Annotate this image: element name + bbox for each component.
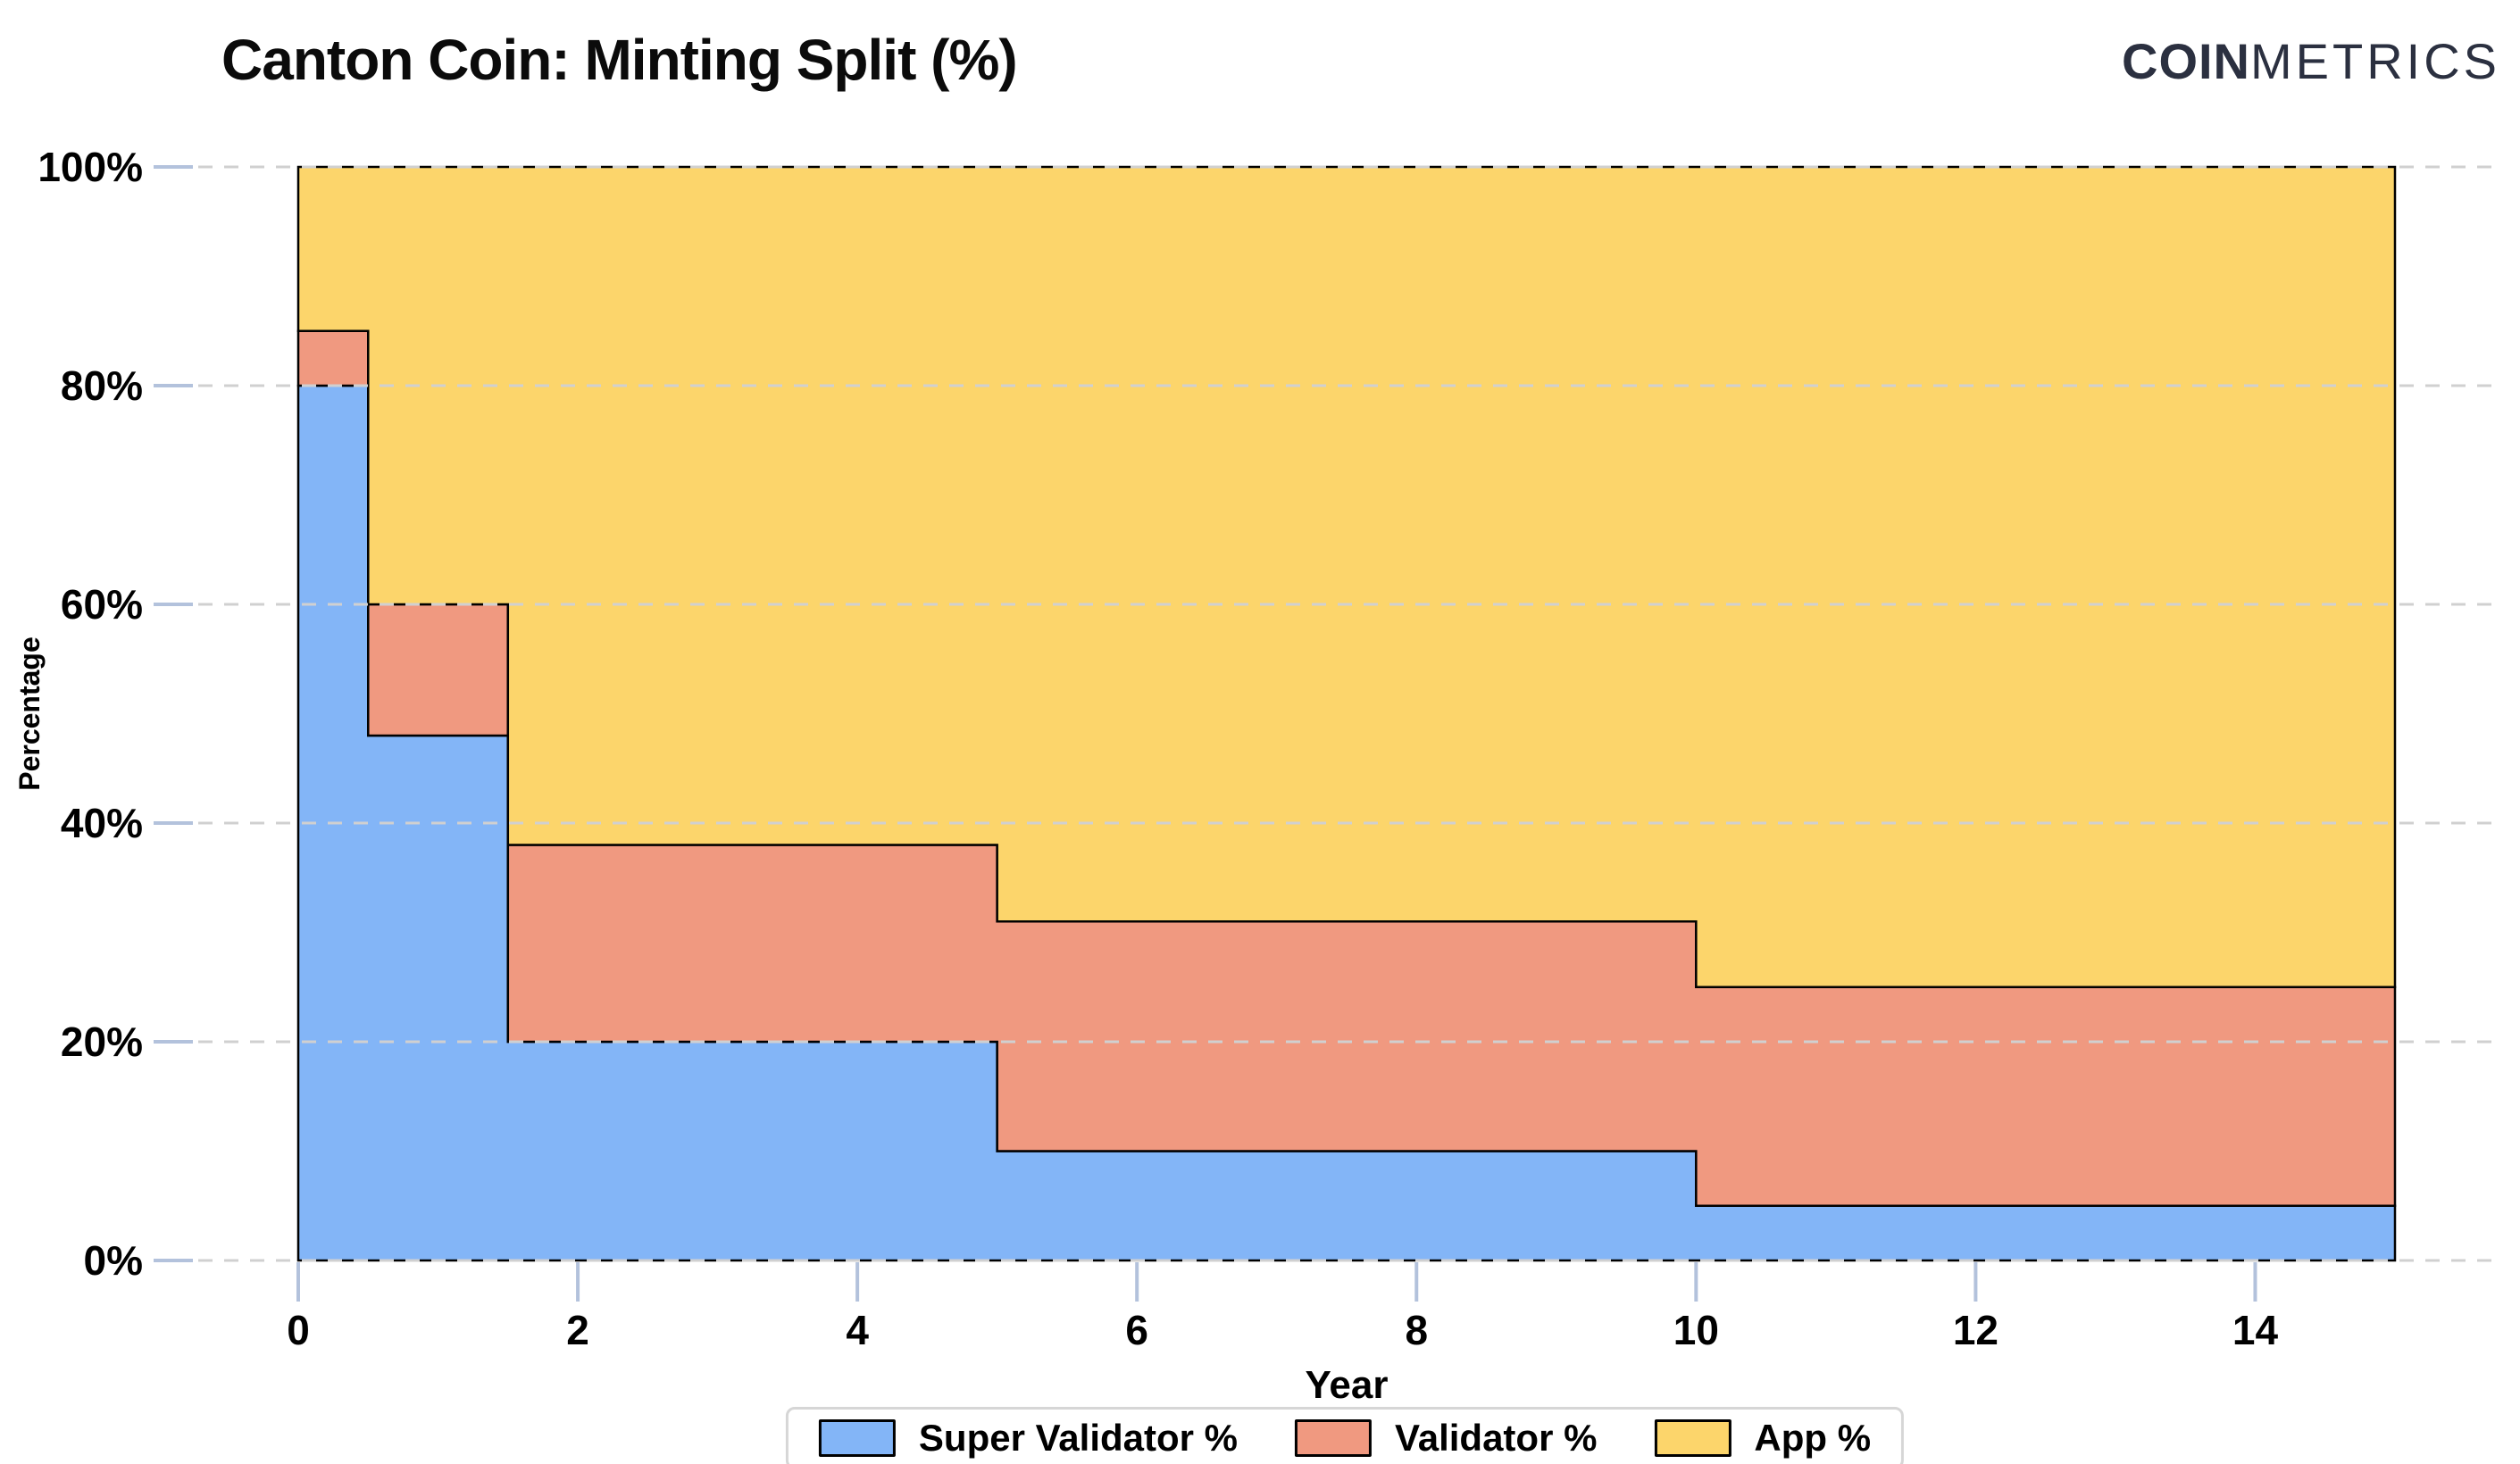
x-tick-label: 0 xyxy=(287,1307,310,1353)
legend-swatch-super-validator xyxy=(818,1419,896,1457)
y-tick-label: 0% xyxy=(84,1237,143,1284)
legend-item-super-validator: Super Validator % xyxy=(818,1417,1239,1460)
legend-swatch-app xyxy=(1654,1419,1731,1457)
x-tick-label: 10 xyxy=(1673,1307,1719,1353)
logo-text-metrics: METRICS xyxy=(2250,33,2500,89)
y-tick-label: 20% xyxy=(61,1019,143,1065)
x-tick-label: 2 xyxy=(566,1307,589,1353)
x-tick-label: 4 xyxy=(846,1307,869,1353)
x-tick-label: 8 xyxy=(1405,1307,1428,1353)
y-tick-label: 80% xyxy=(61,362,143,409)
legend-label-super-validator: Super Validator % xyxy=(918,1417,1239,1459)
y-tick-label: 60% xyxy=(61,581,143,628)
y-tick-label: 40% xyxy=(61,800,143,846)
legend-item-validator: Validator % xyxy=(1295,1417,1597,1460)
x-tick-label: 12 xyxy=(1953,1307,1998,1353)
legend-label-app: App % xyxy=(1754,1417,1872,1459)
x-tick-label: 6 xyxy=(1125,1307,1148,1353)
y-gridlines: 0% 20% 40% 60% 80% 100% xyxy=(38,144,2499,1284)
legend-swatch-validator xyxy=(1295,1419,1373,1457)
logo-text-coin: COIN xyxy=(2122,33,2250,89)
legend-item-app: App % xyxy=(1654,1417,1871,1460)
y-tick-label: 100% xyxy=(38,144,143,190)
y-axis-title: Percentage xyxy=(13,636,46,791)
legend-label-validator: Validator % xyxy=(1395,1417,1598,1459)
x-axis-title: Year xyxy=(1306,1363,1389,1407)
x-axis: 0 2 4 6 8 10 12 14 xyxy=(287,1262,2278,1353)
legend: Super Validator % Validator % App % xyxy=(785,1407,1905,1464)
area-app xyxy=(296,165,2397,988)
page-title: Canton Coin: Minting Split (%) xyxy=(221,28,1018,92)
x-tick-label: 14 xyxy=(2232,1307,2279,1353)
coinmetrics-logo: COINMETRICS xyxy=(2122,32,2500,90)
stacked-areas xyxy=(296,165,2397,1262)
